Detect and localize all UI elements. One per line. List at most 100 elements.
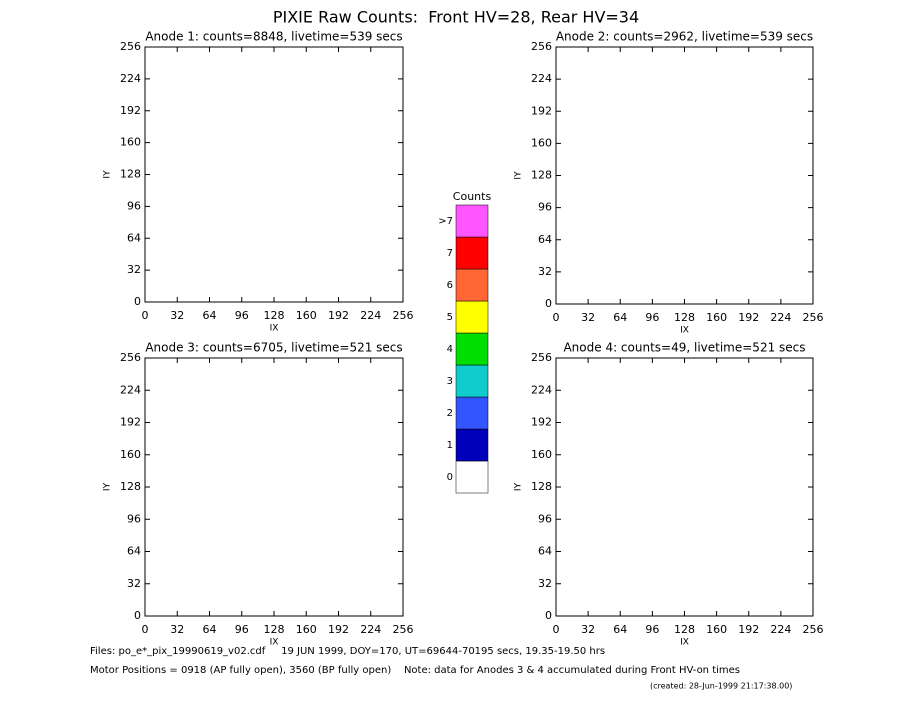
footer-files: Files: po_e*_pix_19990619_v02.cdf 19 JUN…	[90, 646, 605, 657]
y-tick-label: 64	[127, 231, 141, 244]
y-tick-label: 96	[538, 512, 552, 525]
x-tick-label: 128	[264, 309, 285, 322]
x-tick-label: 96	[645, 623, 659, 636]
y-tick-label: 96	[127, 512, 141, 525]
colorbar-label: >7	[438, 216, 453, 227]
y-tick-label: 32	[538, 265, 552, 278]
x-tick-label: 192	[328, 623, 349, 636]
panel-title: Anode 1: counts=8848, livetime=539 secs	[145, 30, 402, 44]
colorbar-label: 4	[447, 344, 453, 355]
y-tick-label: 160	[120, 448, 141, 461]
x-tick-label: 160	[706, 623, 727, 636]
y-tick-label: 224	[120, 72, 141, 85]
colorbar-swatch	[455, 300, 489, 334]
y-tick-label: 128	[531, 480, 552, 493]
x-tick-label: 96	[235, 623, 249, 636]
colorbar-swatch	[455, 396, 489, 430]
x-tick-label: 256	[393, 623, 414, 636]
y-tick-label: 128	[120, 168, 141, 181]
y-tick-label: 128	[120, 480, 141, 493]
y-tick-label: 0	[134, 609, 141, 622]
footer-motor: Motor Positions = 0918 (AP fully open), …	[90, 665, 740, 676]
y-tick-label: 256	[120, 351, 141, 364]
colorbar-swatch	[455, 428, 489, 462]
x-tick-label: 192	[738, 311, 759, 324]
panel-title: Anode 3: counts=6705, livetime=521 secs	[145, 341, 402, 355]
x-tick-label: 0	[553, 623, 560, 636]
y-tick-label: 192	[120, 416, 141, 429]
y-tick-label: 32	[538, 577, 552, 590]
y-tick-label: 224	[120, 383, 141, 396]
panel-title: Anode 2: counts=2962, livetime=539 secs	[556, 30, 813, 44]
y-tick-label: 256	[120, 40, 141, 53]
x-tick-label: 64	[203, 623, 217, 636]
x-axis-label: IX	[680, 326, 689, 336]
x-tick-label: 32	[581, 311, 595, 324]
y-tick-label: 96	[538, 201, 552, 214]
y-tick-label: 192	[531, 104, 552, 117]
x-axis-label: IX	[270, 324, 279, 334]
x-tick-label: 96	[235, 309, 249, 322]
x-tick-label: 0	[553, 311, 560, 324]
y-axis-label: IY	[103, 482, 113, 491]
y-tick-label: 192	[531, 416, 552, 429]
y-tick-label: 0	[134, 295, 141, 308]
y-tick-label: 224	[531, 72, 552, 85]
colorbar-label: 7	[447, 248, 453, 259]
y-axis-label: IY	[514, 171, 524, 180]
x-tick-label: 128	[674, 311, 695, 324]
x-tick-label: 256	[803, 623, 824, 636]
y-tick-label: 32	[127, 577, 141, 590]
x-tick-label: 32	[170, 623, 184, 636]
y-axis-label: IY	[103, 170, 113, 179]
colorbar-label: 6	[447, 280, 453, 291]
x-tick-label: 224	[360, 623, 381, 636]
y-tick-label: 256	[531, 40, 552, 53]
colorbar-swatch	[455, 236, 489, 270]
colorbar-swatch	[455, 332, 489, 366]
x-tick-label: 32	[581, 623, 595, 636]
x-tick-label: 64	[203, 309, 217, 322]
x-tick-label: 96	[645, 311, 659, 324]
x-tick-label: 0	[142, 623, 149, 636]
y-tick-label: 160	[531, 136, 552, 149]
colorbar-swatch	[455, 364, 489, 398]
colorbar-swatch	[455, 204, 489, 238]
x-axis-label: IX	[270, 638, 279, 648]
y-tick-label: 224	[531, 383, 552, 396]
x-tick-label: 224	[770, 623, 791, 636]
colorbar-label: 5	[447, 312, 453, 323]
x-tick-label: 160	[296, 623, 317, 636]
x-tick-label: 160	[706, 311, 727, 324]
y-tick-label: 256	[531, 351, 552, 364]
x-tick-label: 32	[170, 309, 184, 322]
colorbar-swatch	[455, 460, 489, 494]
colorbar-label: 2	[447, 408, 453, 419]
x-tick-label: 224	[360, 309, 381, 322]
y-tick-label: 0	[545, 609, 552, 622]
x-tick-label: 256	[393, 309, 414, 322]
y-tick-label: 160	[531, 448, 552, 461]
x-tick-label: 128	[264, 623, 285, 636]
y-tick-label: 64	[127, 545, 141, 558]
x-tick-label: 192	[328, 309, 349, 322]
y-tick-label: 96	[127, 199, 141, 212]
main-title: PIXIE Raw Counts: Front HV=28, Rear HV=3…	[273, 8, 639, 27]
x-tick-label: 64	[613, 623, 627, 636]
y-tick-label: 160	[120, 136, 141, 149]
x-tick-label: 256	[803, 311, 824, 324]
y-tick-label: 0	[545, 297, 552, 310]
colorbar-label: 0	[447, 472, 453, 483]
x-tick-label: 64	[613, 311, 627, 324]
panel-title: Anode 4: counts=49, livetime=521 secs	[563, 341, 805, 355]
colorbar-label: 3	[447, 376, 453, 387]
x-tick-label: 160	[296, 309, 317, 322]
colorbar-label: 1	[447, 440, 453, 451]
y-axis-label: IY	[514, 482, 524, 491]
x-tick-label: 0	[142, 309, 149, 322]
y-tick-label: 64	[538, 233, 552, 246]
colorbar-swatch	[455, 268, 489, 302]
x-tick-label: 224	[770, 311, 791, 324]
colorbar-title: Counts	[453, 190, 492, 203]
